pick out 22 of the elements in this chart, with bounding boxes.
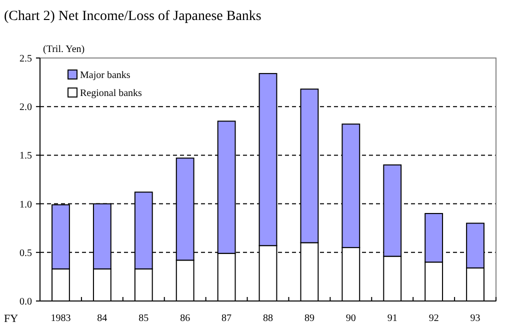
x-tick-label: 87 — [222, 313, 232, 324]
y-axis-title: (Tril. Yen) — [43, 44, 85, 55]
x-tick-label: 85 — [138, 313, 149, 324]
x-tick-label: 1983 — [50, 313, 71, 324]
y-tick-label: 0.5 — [20, 248, 32, 259]
x-tick-label: 86 — [180, 313, 190, 324]
y-tick-label: 0.0 — [20, 296, 32, 308]
x-tick-label: 91 — [387, 313, 398, 324]
x-tick-label: 88 — [263, 313, 273, 324]
legend-label: Regional banks — [80, 88, 142, 99]
y-tick-label: 2.5 — [20, 54, 32, 64]
y-tick-label: 2.0 — [20, 102, 32, 114]
x-tick-label: 84 — [97, 313, 108, 324]
x-tick-label: 90 — [346, 313, 356, 324]
x-tick-label: 93 — [470, 313, 480, 324]
y-tick-label: 1.5 — [20, 150, 32, 162]
x-tick-label: 89 — [304, 313, 314, 324]
y-tick-label: 1.0 — [20, 199, 32, 210]
legend-label: Major banks — [80, 70, 130, 81]
chart-title: (Chart 2) Net Income/Loss of Japanese Banks — [4, 9, 262, 24]
x-tick-label: 92 — [428, 313, 439, 324]
x-axis-title: FY — [4, 313, 18, 325]
